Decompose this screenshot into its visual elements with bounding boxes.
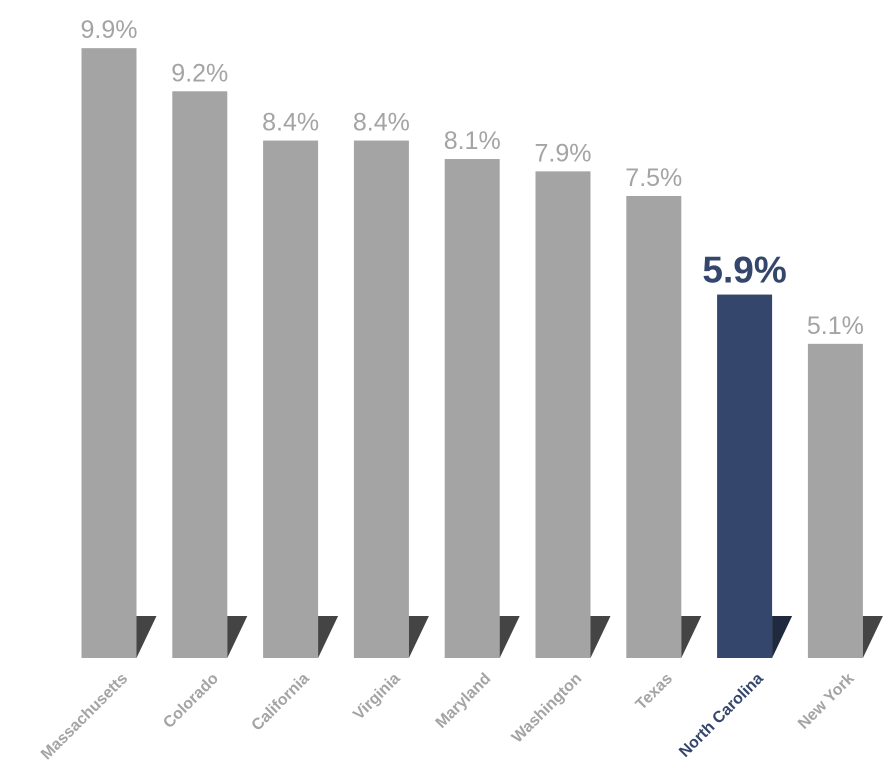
bar-virginia <box>353 140 409 658</box>
bar-washington <box>535 171 591 659</box>
category-label-washington: Washington <box>509 670 585 746</box>
bar-maryland <box>444 159 500 659</box>
value-label-california: 8.4% <box>262 109 319 137</box>
value-label-texas: 7.5% <box>625 164 682 192</box>
bar-massachusetts <box>81 48 137 659</box>
bar-shadow-massachusetts <box>136 616 157 658</box>
bar-california <box>263 140 319 658</box>
bar-shadow-texas <box>681 616 702 658</box>
category-label-massachusetts: Massachusetts <box>38 670 131 763</box>
bar-shadow-north-carolina <box>772 616 793 658</box>
value-label-maryland: 8.1% <box>444 127 501 155</box>
value-label-washington: 7.9% <box>535 139 592 167</box>
bar-shadow-washington <box>590 616 611 658</box>
bar-north-carolina <box>717 294 773 658</box>
category-label-california: California <box>249 670 313 734</box>
category-label-colorado: Colorado <box>160 670 222 732</box>
category-label-texas: Texas <box>633 670 676 713</box>
bar-shadow-maryland <box>499 616 520 658</box>
category-label-north-carolina: North Carolina <box>676 670 767 761</box>
value-label-colorado: 9.2% <box>171 59 228 87</box>
bar-shadow-virginia <box>408 616 429 658</box>
value-label-north-carolina: 5.9% <box>702 250 786 291</box>
value-label-new-york: 5.1% <box>807 312 864 340</box>
category-label-new-york: New York <box>795 670 858 733</box>
bar-colorado <box>172 91 228 658</box>
bar-shadow-california <box>318 616 339 658</box>
value-label-massachusetts: 9.9% <box>81 16 138 44</box>
bar-texas <box>626 196 682 658</box>
bar-new-york <box>807 343 863 658</box>
bar-shadow-colorado <box>227 616 248 658</box>
bar-shadow-new-york <box>862 616 883 658</box>
category-label-virginia: Virginia <box>350 670 403 723</box>
category-label-maryland: Maryland <box>433 670 495 732</box>
value-label-virginia: 8.4% <box>353 109 410 137</box>
